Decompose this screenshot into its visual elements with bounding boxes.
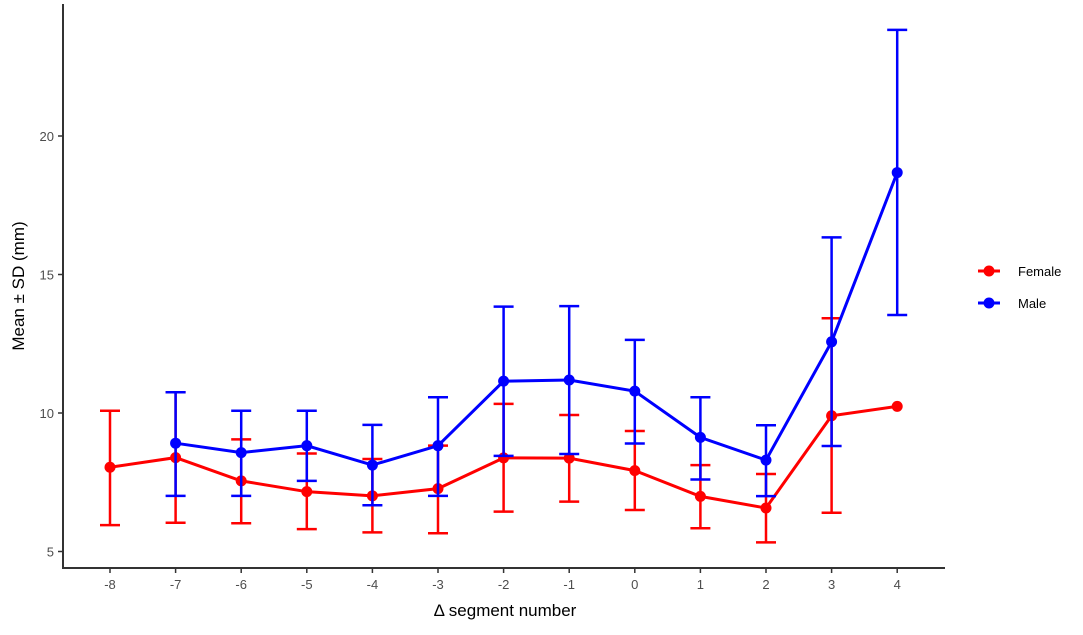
x-tick-label: 0: [631, 577, 638, 592]
plot-area: [100, 28, 908, 544]
data-point: [170, 437, 182, 449]
x-axis-label: Δ segment number: [434, 601, 577, 620]
data-point: [432, 440, 444, 452]
y-tick-label: 5: [47, 545, 54, 560]
data-point: [629, 385, 641, 397]
x-tick-label: -1: [563, 577, 575, 592]
legend-label: Female: [1018, 264, 1061, 279]
x-tick-label: -3: [432, 577, 444, 592]
x-axis-ticks: -8 -7 -6 -5 -4 -3 -2 -1 0 1 2 3 4: [104, 568, 901, 592]
x-tick-label: -8: [104, 577, 116, 592]
x-tick-label: -6: [235, 577, 247, 592]
legend-marker: [983, 265, 995, 277]
legend-label: Male: [1018, 296, 1046, 311]
x-tick-label: 3: [828, 577, 835, 592]
data-point: [826, 336, 838, 348]
legend-item-male: Male: [978, 296, 1046, 311]
data-point: [694, 490, 706, 502]
data-point: [235, 447, 247, 459]
data-point: [760, 502, 772, 514]
x-tick-label: -2: [498, 577, 510, 592]
x-tick-label: -5: [301, 577, 313, 592]
y-tick-label: 15: [40, 268, 54, 283]
x-tick-label: 1: [697, 577, 704, 592]
y-axis-label: Mean ± SD (mm): [9, 221, 28, 350]
series-male: [165, 28, 908, 507]
data-point: [563, 374, 575, 386]
data-point: [104, 461, 116, 473]
x-tick-label: -4: [367, 577, 379, 592]
y-tick-label: 20: [40, 129, 54, 144]
data-point: [891, 167, 903, 179]
data-point: [301, 486, 313, 498]
y-tick-label: 10: [40, 406, 54, 421]
data-point: [694, 431, 706, 443]
data-point: [760, 454, 772, 466]
legend-marker: [983, 297, 995, 309]
x-tick-label: -7: [170, 577, 182, 592]
data-point: [891, 400, 903, 412]
data-point: [498, 375, 510, 387]
y-axis-ticks: 5 10 15 20: [40, 129, 63, 560]
data-point: [301, 440, 313, 452]
x-tick-label: 4: [894, 577, 901, 592]
data-point: [629, 465, 641, 477]
legend-item-female: Female: [978, 264, 1061, 279]
data-point: [366, 459, 378, 471]
series-line: [175, 172, 899, 467]
legend: Female Male: [978, 264, 1061, 311]
x-tick-label: 2: [762, 577, 769, 592]
data-point: [563, 452, 575, 464]
